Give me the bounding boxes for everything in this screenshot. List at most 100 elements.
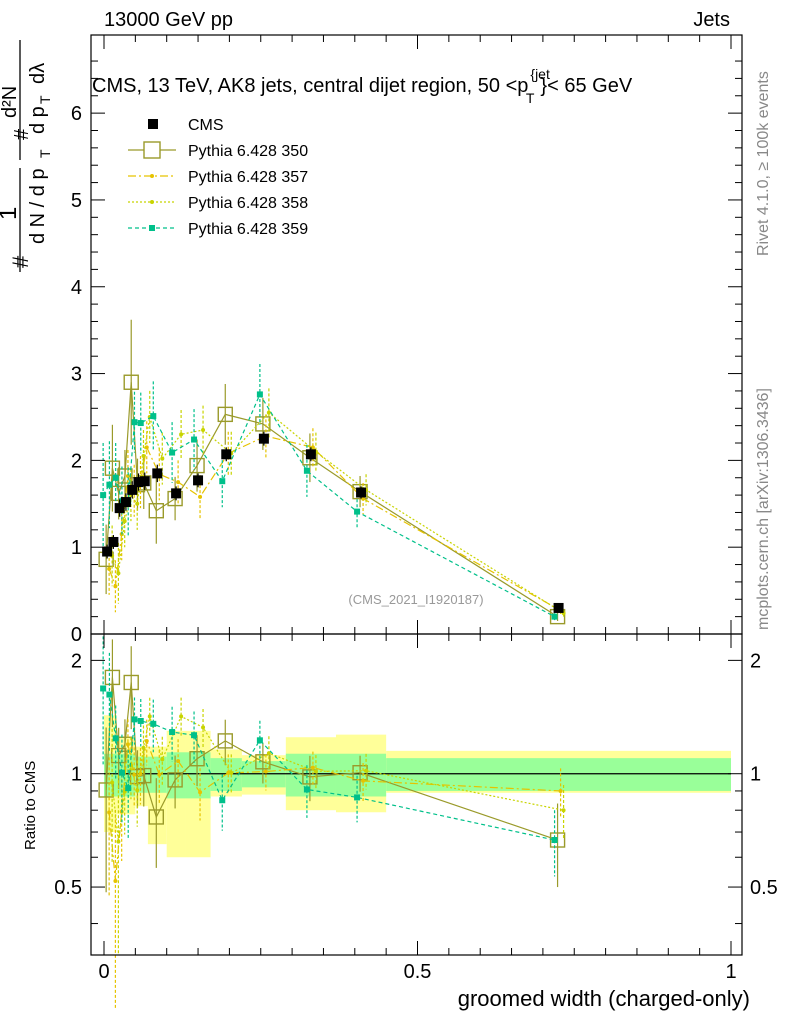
ratio-band-inner: [129, 753, 136, 797]
ratio-point: [144, 738, 149, 743]
ratio-point: [303, 786, 310, 793]
data-point: [217, 406, 233, 423]
series-layer: [98, 319, 566, 1010]
data-point: [198, 494, 203, 499]
series-cms: [102, 431, 564, 613]
cms-point: [120, 497, 131, 508]
legend-label: Pythia 6.428 350: [188, 143, 308, 160]
ratio-point: [129, 768, 146, 785]
data-point: [112, 474, 119, 481]
data-point: [191, 436, 198, 443]
ratio-point: [125, 785, 132, 792]
ratio-y-axis-label: Ratio to CMS: [22, 760, 39, 850]
data-point: [100, 492, 107, 499]
y-tick-label: 6: [71, 103, 82, 125]
ratio-band-layer: [104, 715, 731, 858]
ratio-point: [141, 745, 146, 750]
data-point: [122, 519, 127, 524]
x-tick-label: 0: [98, 961, 109, 983]
ratio-band-inner: [122, 753, 130, 797]
series-line-main: [111, 411, 564, 614]
y-tick-label: 0: [71, 624, 82, 646]
data-point: [150, 413, 157, 420]
ratio-point: [551, 837, 558, 844]
series-line-ratio: [108, 738, 561, 882]
data-point: [551, 613, 558, 620]
data-point: [148, 503, 164, 519]
data-point: [176, 480, 181, 485]
svg-text:d N / d p: d N / d p: [27, 168, 49, 244]
ratio-band-inner: [135, 756, 142, 793]
ratio-point: [302, 769, 318, 785]
ratio-point: [176, 759, 181, 764]
ratio-point: [256, 737, 263, 744]
data-point: [189, 457, 205, 474]
ratio-point: [123, 674, 139, 691]
axes-layer: 0 0.5 1 0 1 2 3 4 5 6 0.5 0.5 1 1 2 2: [54, 34, 778, 983]
ratio-point: [150, 720, 157, 727]
ratio-y-tick-label: 0.5: [54, 877, 82, 899]
ratio-point: [226, 770, 231, 775]
ratio-point: [137, 717, 144, 724]
legend: CMS Pythia 6.428 350 Pythia 6.428 357 Pythi…: [128, 117, 308, 238]
plot-title-sup: {jet: [530, 66, 550, 82]
data-point: [256, 391, 263, 398]
ratio-point: [169, 729, 176, 736]
ratio-y-tick-label-right: 0.5: [750, 877, 778, 899]
series-4: [100, 364, 558, 877]
legend-marker-cms: [148, 119, 158, 129]
header-process: 13000 GeV pp: [104, 9, 233, 31]
legend-marker: [149, 225, 155, 231]
ratio-point: [255, 754, 271, 770]
data-point: [266, 410, 271, 415]
x-tick-label: 1: [725, 961, 736, 983]
ratio-y-tick-label: 1: [71, 764, 82, 786]
ratio-y-tick-label: 2: [71, 650, 82, 672]
ratio-point: [113, 878, 118, 883]
cms-point: [152, 468, 163, 479]
data-point: [141, 454, 146, 459]
y-tick-label: 2: [71, 450, 82, 472]
ratio-point: [558, 788, 563, 793]
cms-point: [102, 546, 113, 557]
legend-marker: [150, 174, 154, 178]
data-point: [116, 571, 121, 576]
data-point: [131, 419, 138, 426]
rivet-version-label: Rivet 4.1.0, ≥ 100k events: [755, 71, 772, 256]
ratio-point: [217, 733, 233, 749]
ratio-band-inner: [386, 758, 731, 791]
ratio-point: [107, 810, 112, 815]
legend-marker: [150, 200, 154, 204]
legend-label: Pythia 6.428 358: [188, 195, 308, 212]
svg-text:T: T: [37, 149, 53, 158]
data-point: [354, 508, 361, 515]
y-tick-label: 1: [71, 537, 82, 559]
plot-title: CMS, 13 TeV, AK8 jets, central dijet reg…: [92, 66, 633, 106]
data-point: [135, 501, 140, 506]
ratio-point: [148, 809, 164, 825]
ratio-point: [131, 716, 138, 723]
ratio-y-tick-label-right: 1: [750, 764, 761, 786]
plot-title-main: CMS, 13 TeV, AK8 jets, central dijet reg…: [92, 75, 528, 97]
data-point: [113, 584, 118, 589]
svg-text:d²N: d²N: [0, 86, 21, 118]
svg-text:#: #: [11, 128, 33, 140]
y-tick-label: 4: [71, 277, 82, 299]
ratio-point: [106, 691, 113, 698]
x-tick-label: 0.5: [404, 961, 432, 983]
data-point: [201, 427, 206, 432]
cms-point: [356, 487, 367, 498]
data-point: [104, 460, 121, 476]
data-point: [219, 478, 226, 485]
ratio-point: [160, 757, 165, 762]
legend-item: Pythia 6.428 359: [128, 221, 308, 238]
ratio-point: [118, 769, 125, 776]
cms-point: [108, 536, 119, 547]
legend-label: Pythia 6.428 357: [188, 169, 308, 186]
mcplots-label: mcplots.cern.ch [arXiv:1306.3436]: [755, 388, 772, 630]
plot-title-end: }< 65 GeV: [540, 75, 632, 97]
data-point: [144, 445, 149, 450]
data-point: [107, 566, 112, 571]
y-tick-label: 3: [71, 364, 82, 386]
ratio-point: [263, 769, 268, 774]
